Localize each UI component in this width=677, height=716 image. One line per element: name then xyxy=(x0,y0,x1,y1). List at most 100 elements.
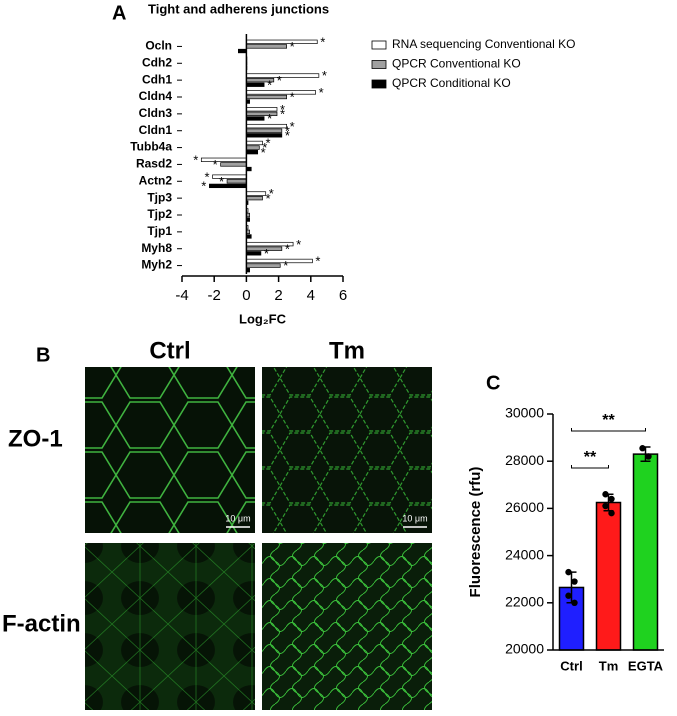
data-point xyxy=(571,578,578,585)
y-tick-label: Actn2 xyxy=(139,173,173,187)
significance: * xyxy=(290,119,295,134)
significance: * xyxy=(219,174,224,189)
y-tick-label: Tjp3 xyxy=(147,190,172,204)
y-tick-label: Tjp1 xyxy=(147,224,172,238)
significance: * xyxy=(213,157,218,172)
y-tick-label: Cldn3 xyxy=(139,106,173,120)
significance: * xyxy=(269,186,274,201)
x-tick-label: Tm xyxy=(599,658,619,673)
bar xyxy=(246,116,265,121)
bar xyxy=(246,111,278,117)
panel-label: A xyxy=(112,2,126,24)
legend-swatch xyxy=(371,40,387,50)
bar xyxy=(246,94,287,100)
significance: * xyxy=(285,123,290,138)
bar xyxy=(246,73,320,78)
bar xyxy=(200,157,247,162)
significance: * xyxy=(320,34,325,49)
bar xyxy=(246,123,287,129)
data-point xyxy=(645,453,652,460)
bar xyxy=(209,183,247,189)
significance: * xyxy=(290,39,295,54)
y-tick-label: Tubb4a xyxy=(130,140,172,154)
significance: * xyxy=(277,73,282,88)
significance-bracket xyxy=(571,465,609,469)
bar xyxy=(632,453,659,651)
significance: * xyxy=(266,191,271,206)
significance: ** xyxy=(602,412,615,429)
significance: * xyxy=(296,237,301,252)
data-point xyxy=(608,495,615,503)
y-tick-label: Cldn4 xyxy=(139,89,173,103)
x-tick-label: -2 xyxy=(208,287,221,304)
chart-title: Tight and adherens junctions xyxy=(148,1,329,16)
data-point xyxy=(565,568,572,576)
bar xyxy=(238,48,247,54)
y-tick-label: 20000 xyxy=(505,641,544,657)
y-tick-label: Cdh1 xyxy=(142,72,172,86)
bar xyxy=(246,90,316,95)
column-label: Tm xyxy=(329,337,365,364)
panel-label: B xyxy=(36,344,50,366)
data-point xyxy=(639,445,646,452)
y-tick-label: Cdh2 xyxy=(142,55,172,69)
y-tick-label: 28000 xyxy=(505,452,544,468)
significance: * xyxy=(315,254,320,269)
x-tick-label: 2 xyxy=(274,287,282,304)
significance: * xyxy=(285,241,290,256)
bar xyxy=(246,258,313,264)
bar xyxy=(246,82,265,87)
bar xyxy=(226,179,247,184)
x-tick-label: 0 xyxy=(242,287,250,304)
row-label: ZO-1 xyxy=(8,425,63,452)
row-label: F-actin xyxy=(2,610,81,637)
legend-swatch xyxy=(371,60,387,69)
significance: * xyxy=(201,179,206,194)
bar xyxy=(212,174,247,179)
significance: * xyxy=(283,258,288,273)
y-tick-label: Rasd2 xyxy=(136,157,172,171)
micrograph xyxy=(262,367,432,533)
significance: * xyxy=(267,77,272,92)
y-tick-label: 30000 xyxy=(505,405,544,421)
significance: * xyxy=(290,90,295,105)
significance: * xyxy=(193,152,198,167)
micrograph xyxy=(262,543,432,710)
significance: * xyxy=(322,68,327,83)
legend-label: QPCR Conditional KO xyxy=(392,76,511,90)
significance: * xyxy=(266,136,271,151)
bar xyxy=(246,128,283,133)
legend-swatch xyxy=(371,79,387,89)
y-tick-label: Tjp2 xyxy=(147,207,172,221)
significance: * xyxy=(280,106,285,121)
micrograph xyxy=(85,543,255,710)
bar xyxy=(246,44,287,49)
significance-bracket xyxy=(571,428,646,432)
x-tick-label: EGTA xyxy=(628,658,664,673)
x-tick-label: -4 xyxy=(175,287,188,304)
bar xyxy=(246,191,267,196)
bar xyxy=(220,162,247,167)
y-tick-label: Myh8 xyxy=(141,241,172,255)
data-point xyxy=(565,592,572,599)
significance: * xyxy=(262,140,267,155)
significance: * xyxy=(267,111,272,126)
data-point xyxy=(571,599,578,606)
bar xyxy=(246,133,283,138)
bar xyxy=(246,39,318,44)
x-axis-label: Log₂FC xyxy=(239,311,287,326)
x-tick-label: 6 xyxy=(339,287,347,304)
significance: * xyxy=(261,145,266,160)
bar xyxy=(246,263,281,268)
y-tick-label: 24000 xyxy=(505,546,544,562)
y-tick-label: Myh2 xyxy=(141,258,172,272)
significance: * xyxy=(264,246,269,261)
data-point xyxy=(602,502,609,510)
x-tick-label: 4 xyxy=(307,287,315,304)
significance: * xyxy=(285,128,290,143)
bar xyxy=(246,195,263,201)
significance: ** xyxy=(584,449,597,466)
data-point xyxy=(608,509,615,517)
y-axis-label: Fluorescence (rfu) xyxy=(467,467,484,598)
